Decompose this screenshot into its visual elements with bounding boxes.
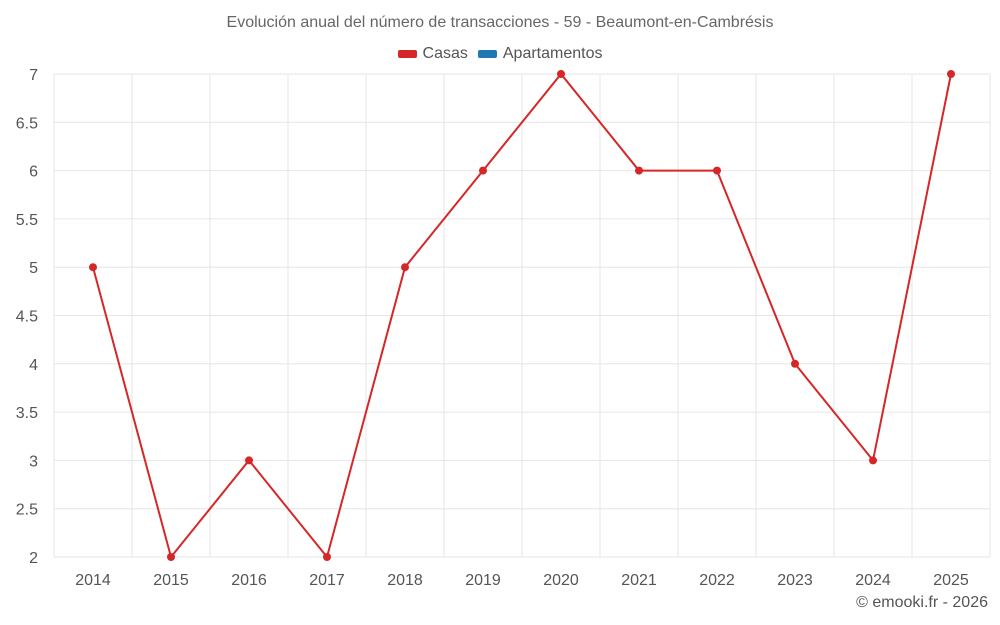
legend-swatch-casas xyxy=(397,50,417,58)
x-tick-label: 2019 xyxy=(465,572,501,589)
y-tick-label: 6.5 xyxy=(16,115,38,132)
legend-label-casas: Casas xyxy=(422,45,468,62)
credit-text: © emooki.fr - 2026 xyxy=(856,594,988,611)
legend-item-casas[interactable]: Casas xyxy=(397,45,468,63)
x-axis: 2014 2015 2016 2017 2018 2019 2020 2021 2022 2023… xyxy=(75,572,969,589)
y-tick-label: 2 xyxy=(29,550,38,567)
x-tick-label: 2016 xyxy=(231,572,267,589)
x-tick-label: 2024 xyxy=(855,572,891,589)
data-point[interactable] xyxy=(557,70,565,78)
x-tick-label: 2017 xyxy=(309,572,345,589)
y-tick-label: 5 xyxy=(29,260,38,277)
x-tick-label: 2014 xyxy=(75,572,111,589)
data-point[interactable] xyxy=(869,456,877,465)
y-tick-label: 4.5 xyxy=(16,309,38,326)
chart-title: Evolución anual del número de transaccio… xyxy=(226,14,774,31)
x-tick-label: 2022 xyxy=(699,572,735,589)
data-point[interactable] xyxy=(635,166,643,175)
data-point[interactable] xyxy=(947,70,955,78)
y-tick-label: 6 xyxy=(29,164,38,181)
grid-lines xyxy=(53,73,991,558)
data-point[interactable] xyxy=(713,166,721,175)
y-tick-label: 7 xyxy=(29,67,38,84)
y-axis: 2 2.5 3 3.5 4 4.5 5 5.5 6 6.5 7 xyxy=(16,67,38,567)
legend-swatch-apartamentos xyxy=(477,50,497,58)
y-tick-label: 2.5 xyxy=(16,502,38,519)
x-tick-label: 2021 xyxy=(621,572,657,589)
data-point[interactable] xyxy=(89,263,97,272)
y-tick-label: 3.5 xyxy=(16,405,38,422)
legend: Casas Apartamentos xyxy=(0,45,1000,63)
x-tick-label: 2025 xyxy=(933,572,969,589)
data-point[interactable] xyxy=(479,166,487,175)
data-point[interactable] xyxy=(323,553,331,561)
x-tick-label: 2023 xyxy=(777,572,813,589)
y-tick-label: 4 xyxy=(29,357,38,374)
legend-item-apartamentos[interactable]: Apartamentos xyxy=(477,45,603,63)
x-tick-label: 2020 xyxy=(543,572,579,589)
data-point[interactable] xyxy=(245,456,253,465)
y-tick-label: 5.5 xyxy=(16,212,38,229)
x-tick-label: 2015 xyxy=(153,572,189,589)
series-line-casas xyxy=(92,72,952,560)
data-point[interactable] xyxy=(167,553,175,561)
data-point[interactable] xyxy=(401,263,409,272)
y-tick-label: 3 xyxy=(29,453,38,470)
x-tick-label: 2018 xyxy=(387,572,423,589)
legend-label-apartamentos: Apartamentos xyxy=(502,45,603,62)
series-layer xyxy=(89,70,955,561)
data-point[interactable] xyxy=(791,359,799,368)
